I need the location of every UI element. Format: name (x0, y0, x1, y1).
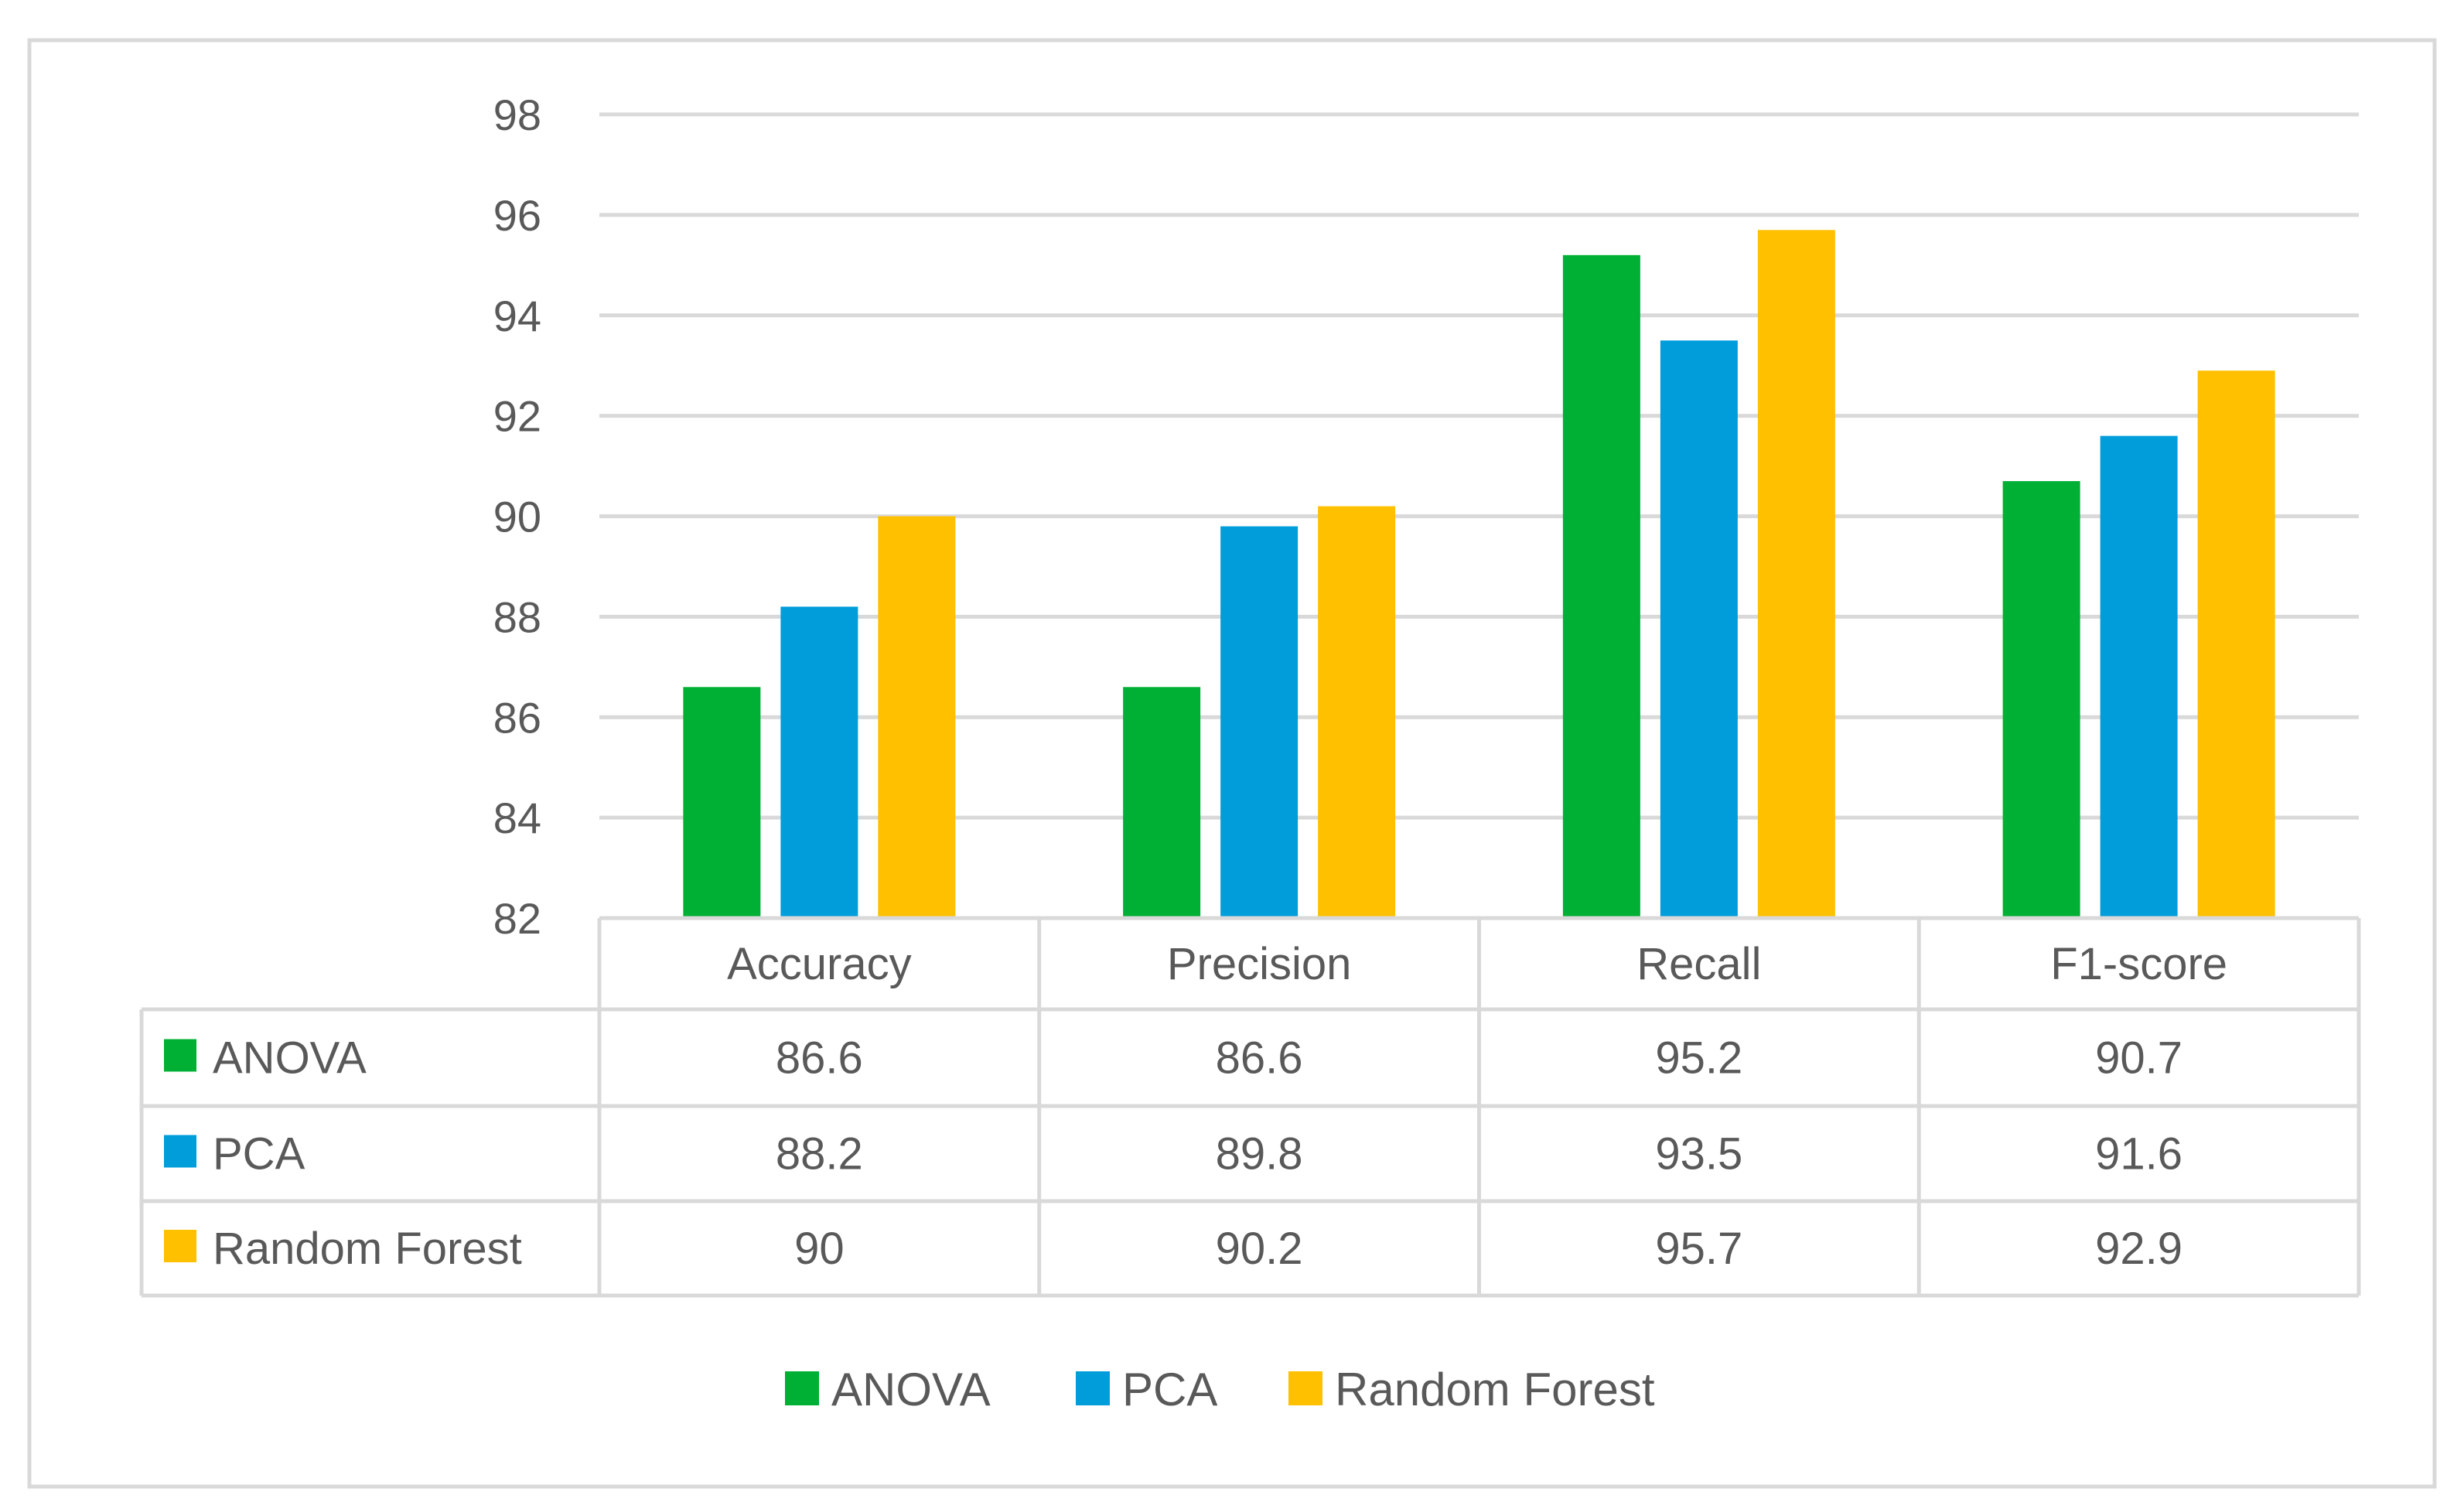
row-legend-key (164, 1039, 196, 1072)
y-axis: 82 84 86 88 90 92 94 96 98 (493, 90, 541, 943)
data-value: 86.6 (1216, 1033, 1303, 1084)
legend-key (1288, 1371, 1322, 1405)
y-tick-label: 94 (493, 292, 541, 340)
y-tick-label: 98 (493, 90, 541, 139)
bar-random-forest-recall (1757, 230, 1835, 918)
bar-pca-precision (1220, 526, 1299, 918)
y-tick-label: 96 (493, 191, 541, 240)
data-value: 88.2 (776, 1129, 863, 1180)
y-tick-label: 86 (493, 693, 541, 742)
bar-anova-precision (1123, 687, 1201, 918)
bar-random-forest-f1-score (2197, 370, 2275, 918)
bar-random-forest-accuracy (878, 516, 956, 918)
bar-pca-accuracy (780, 606, 858, 918)
row-legend-key (164, 1135, 196, 1168)
y-tick-label: 92 (493, 392, 541, 441)
y-tick-label: 88 (493, 592, 541, 641)
legend-key (785, 1371, 819, 1405)
legend-label: Random Forest (1335, 1364, 1655, 1415)
category-label: Precision (1167, 939, 1352, 989)
row-legend-key (164, 1230, 196, 1262)
bar-pca-recall (1660, 340, 1738, 918)
data-value: 95.7 (1655, 1224, 1742, 1274)
category-label: Recall (1636, 939, 1761, 989)
row-series-name: PCA (213, 1129, 305, 1180)
legend-label: PCA (1122, 1364, 1217, 1415)
category-label: F1-score (2050, 939, 2227, 989)
bar-anova-recall (1562, 254, 1640, 918)
bar-pca-f1-score (2100, 435, 2178, 918)
data-value: 95.2 (1655, 1033, 1742, 1084)
data-table: Accuracy Precision Recall F1-score ANOVA 86.6… (139, 916, 2361, 1298)
data-value: 92.9 (2095, 1224, 2182, 1274)
y-tick-label: 84 (493, 794, 541, 842)
y-tick-label: 82 (493, 894, 541, 943)
legend-key (1076, 1371, 1110, 1405)
data-value: 86.6 (776, 1033, 863, 1084)
row-series-name: Random Forest (213, 1224, 522, 1274)
bars (683, 230, 2275, 918)
legend: ANOVA PCA Random Forest (785, 1364, 1655, 1415)
data-value: 93.5 (1655, 1129, 1742, 1180)
category-label: Accuracy (727, 939, 912, 989)
data-value: 91.6 (2095, 1129, 2182, 1180)
legend-label: ANOVA (831, 1364, 991, 1415)
y-tick-label: 90 (493, 493, 541, 541)
row-series-name: ANOVA (213, 1033, 367, 1084)
bar-anova-f1-score (2002, 481, 2080, 918)
data-value: 90.7 (2095, 1033, 2182, 1084)
bar-random-forest-precision (1318, 506, 1396, 918)
data-value: 90 (794, 1224, 845, 1274)
bar-anova-accuracy (683, 687, 761, 918)
data-value: 90.2 (1216, 1224, 1303, 1274)
data-value: 89.8 (1216, 1129, 1303, 1180)
